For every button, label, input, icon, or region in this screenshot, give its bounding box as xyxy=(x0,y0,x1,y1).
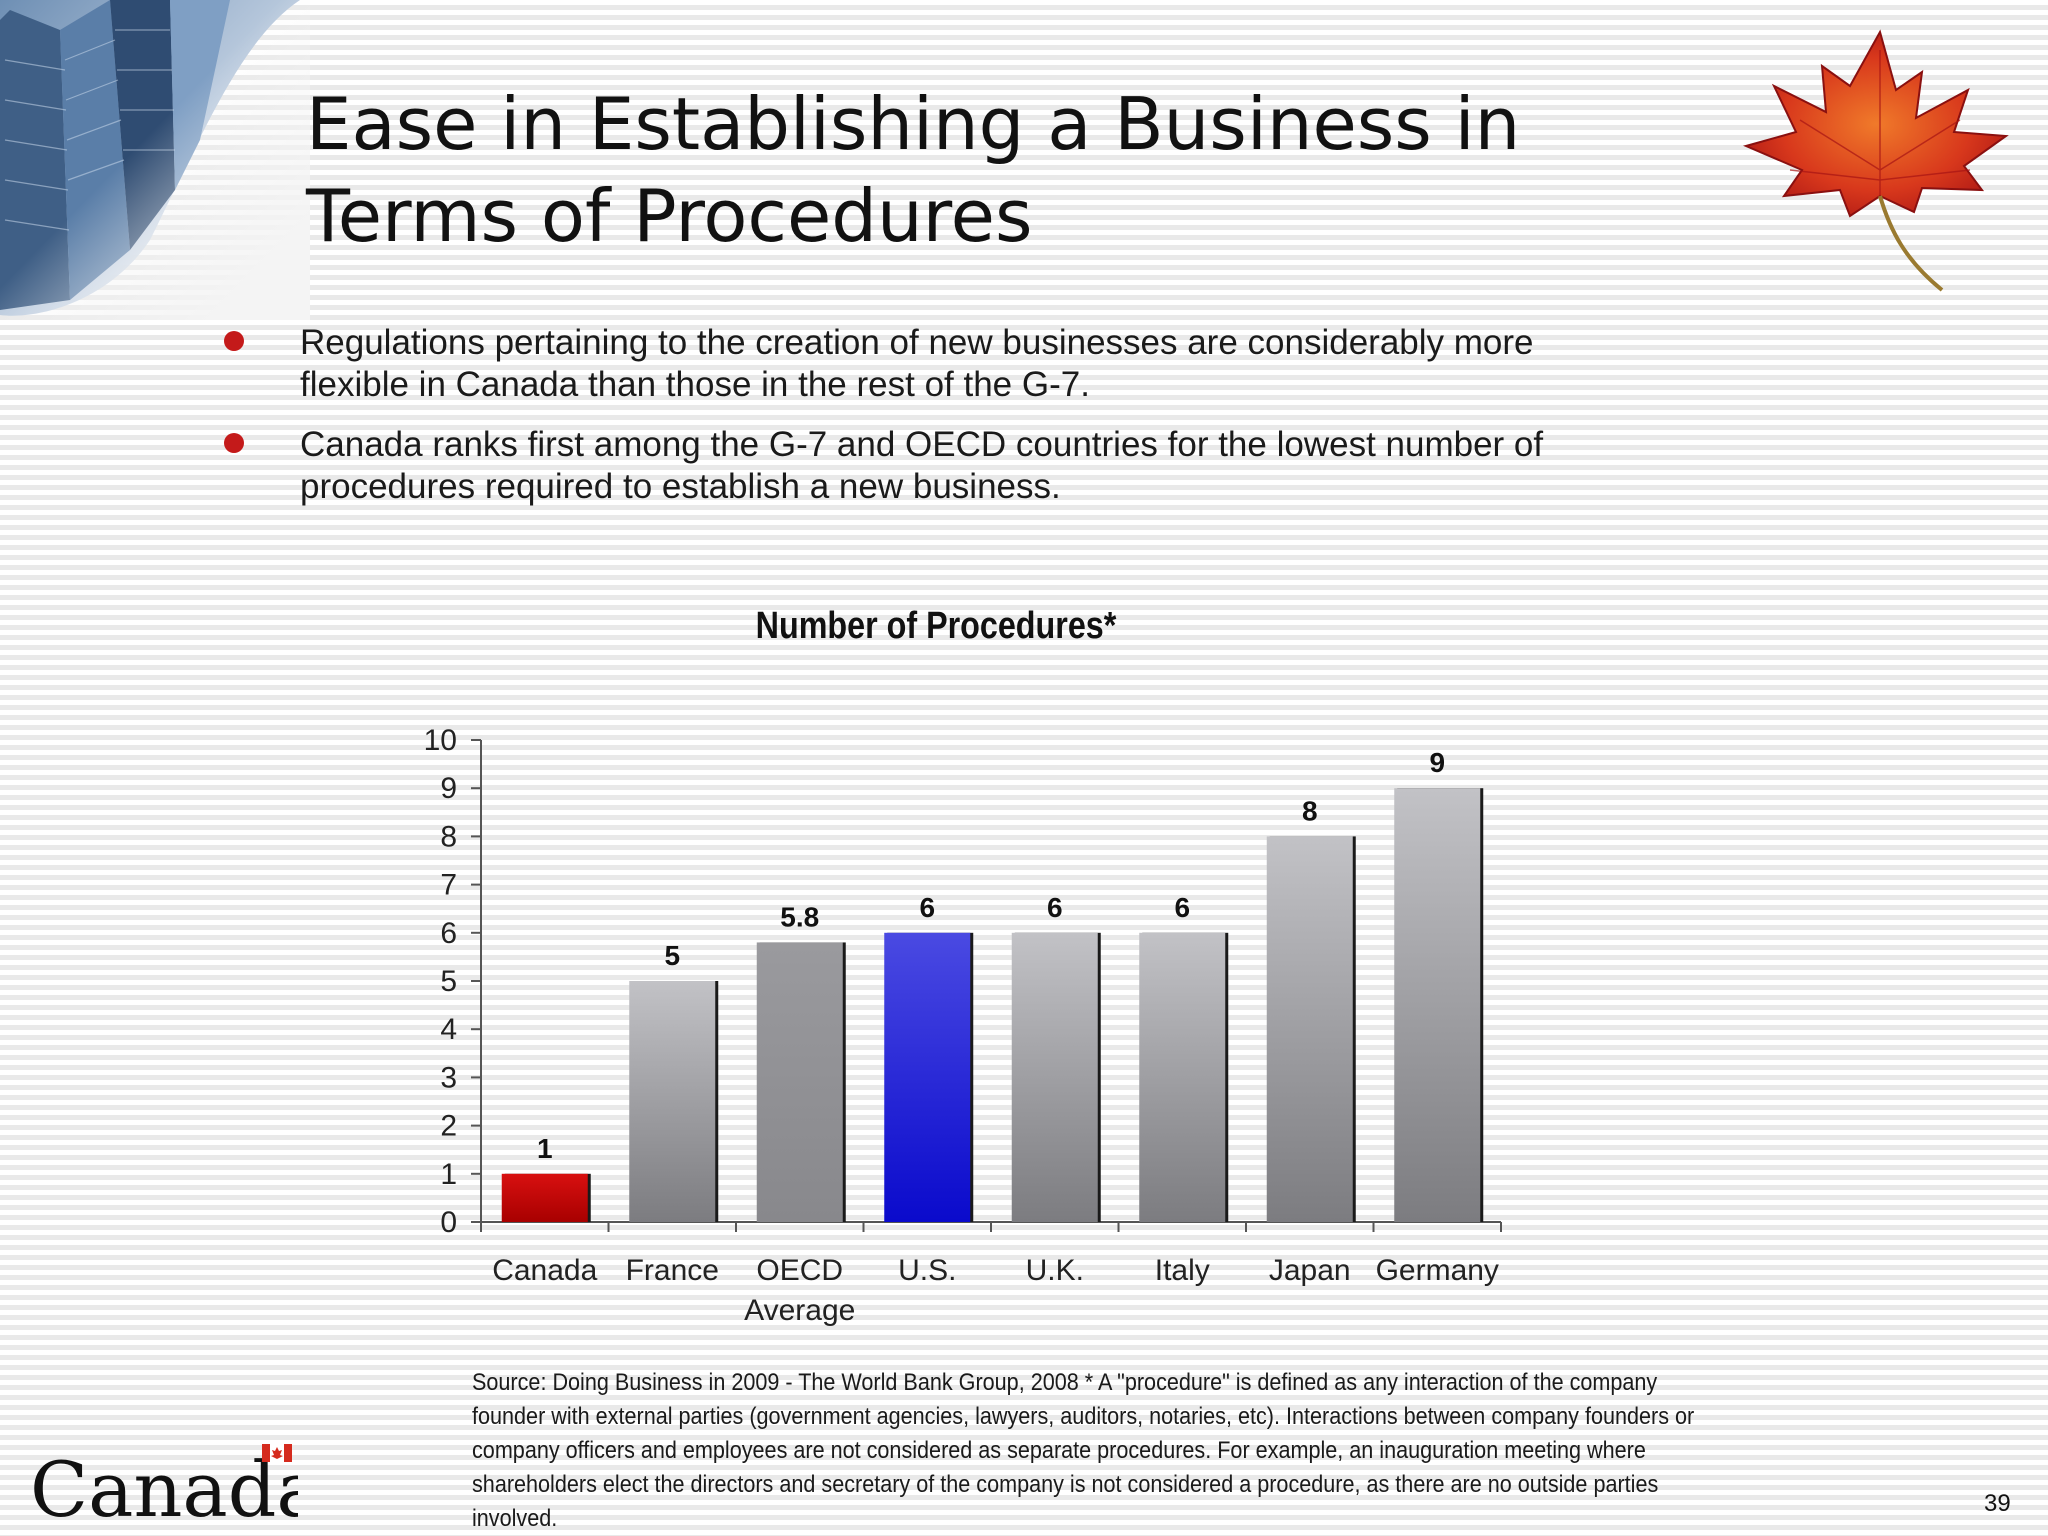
x-category-label: Italy xyxy=(1155,1254,1210,1287)
bar-data-label: 8 xyxy=(1302,795,1318,826)
bar-italy xyxy=(1139,932,1226,1222)
source-footnote: Source: Doing Business in 2009 - The Wor… xyxy=(472,1369,1695,1532)
procedures-bar-chart: Number of Procedures* 0 1 2 3 4 5 6 7 8 9 10 1 Canad… xyxy=(424,605,1502,1327)
x-category-label: OECD Average xyxy=(744,1254,855,1327)
bullet-dot-icon xyxy=(224,331,244,351)
y-tick-label: 3 xyxy=(440,1061,457,1094)
y-tick-label: 2 xyxy=(440,1110,457,1143)
x-category-label: Canada xyxy=(492,1254,597,1287)
bullet-list: Regulations pertaining to the creation o… xyxy=(210,322,1640,526)
y-tick-label: 10 xyxy=(424,724,457,757)
bar-japan xyxy=(1266,836,1353,1222)
x-category-label: France xyxy=(626,1254,719,1287)
y-tick-label: 0 xyxy=(440,1206,457,1239)
bar-france xyxy=(629,981,716,1222)
bar-data-label: 9 xyxy=(1429,747,1445,778)
bullet-text: Canada ranks first among the G-7 and OEC… xyxy=(300,425,1544,506)
office-towers-photo xyxy=(0,0,310,320)
bar-u-k xyxy=(1011,932,1098,1222)
bullet-text: Regulations pertaining to the creation o… xyxy=(300,323,1534,404)
canada-flag-icon xyxy=(262,1444,292,1462)
y-tick-label: 8 xyxy=(440,820,457,853)
y-tick-label: 6 xyxy=(440,917,457,950)
bar-data-label: 5 xyxy=(664,940,680,971)
x-category-label: U.K. xyxy=(1026,1254,1084,1287)
bullet-dot-icon xyxy=(224,433,244,453)
x-category-label: Germany xyxy=(1376,1254,1499,1287)
y-tick-label: 4 xyxy=(440,1013,457,1046)
bar-data-label: 5.8 xyxy=(780,901,819,932)
bar-canada xyxy=(501,1173,588,1222)
bar-data-label: 1 xyxy=(537,1133,553,1164)
bar-data-label: 6 xyxy=(919,892,935,923)
slide-title: Ease in Establishing a Business in Terms… xyxy=(306,82,1521,258)
chart-title: Number of Procedures* xyxy=(756,605,1117,647)
maple-leaf-icon xyxy=(1742,29,2009,292)
y-tick-label: 9 xyxy=(440,772,457,805)
bar-data-label: 6 xyxy=(1047,892,1063,923)
bar-germany xyxy=(1394,788,1481,1222)
x-category-label: U.S. xyxy=(898,1254,956,1287)
y-tick-label: 5 xyxy=(440,965,457,998)
bullet-item: Regulations pertaining to the creation o… xyxy=(210,322,1640,406)
bar-data-label: 6 xyxy=(1174,892,1190,923)
x-category-label: Japan xyxy=(1269,1254,1351,1287)
y-tick-label: 7 xyxy=(440,869,457,902)
page-number: 39 xyxy=(1984,1490,2011,1517)
canada-wordmark-logo: Canada xyxy=(30,1444,298,1528)
bullet-item: Canada ranks first among the G-7 and OEC… xyxy=(210,424,1640,508)
bar-u-s xyxy=(884,932,971,1222)
bar-oecd-average xyxy=(756,942,843,1222)
svg-text:Canada: Canada xyxy=(30,1445,298,1528)
y-tick-label: 1 xyxy=(440,1158,457,1191)
